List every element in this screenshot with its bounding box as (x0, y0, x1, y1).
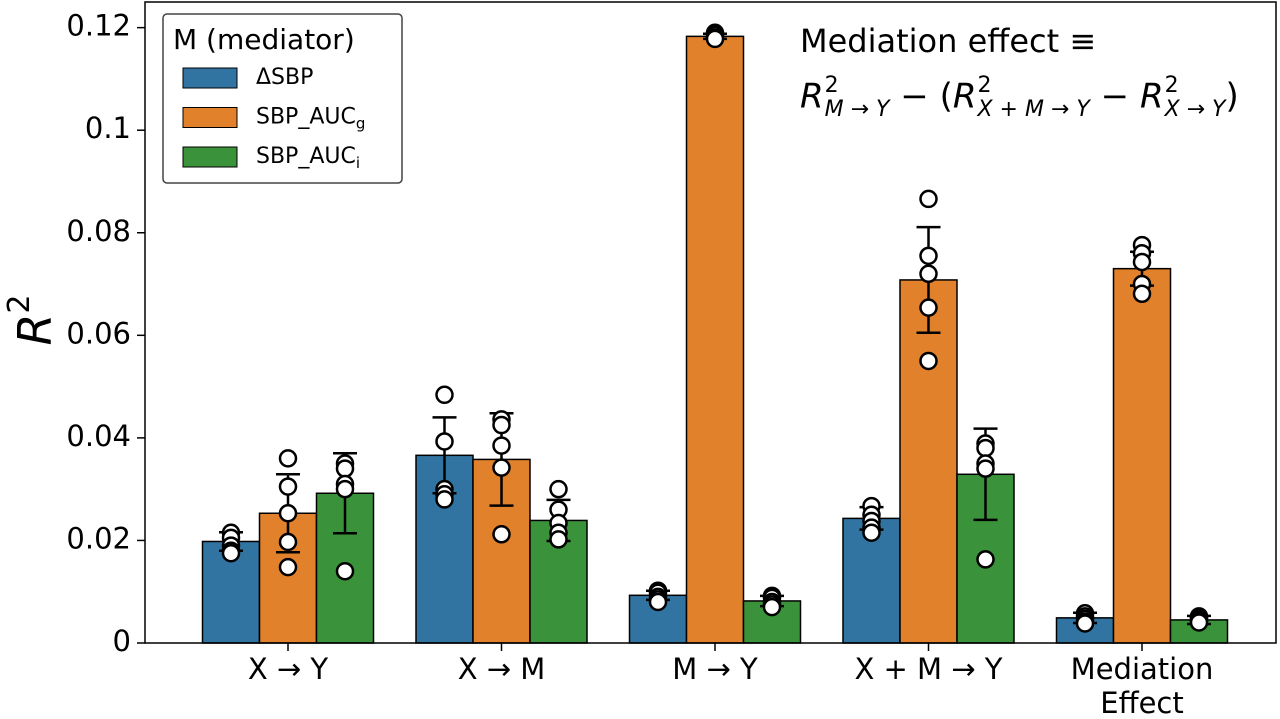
data-point (1189, 613, 1209, 632)
data-point (278, 449, 298, 468)
data-point (976, 550, 995, 569)
legend-swatch (182, 146, 238, 168)
x-tick-label: X + M → Y (854, 652, 1003, 686)
formula-sup: 2 (1164, 73, 1179, 98)
formula-base: R (952, 76, 977, 117)
legend-swatch (182, 67, 238, 89)
data-point (335, 561, 355, 581)
formula-sub: M → Y (824, 97, 890, 122)
legend-name: ΔSBP (256, 65, 313, 90)
data-point (278, 557, 298, 577)
y-tick-label: 0.08 (66, 214, 131, 248)
data-point (762, 597, 782, 617)
data-point (1132, 284, 1152, 304)
y-label-sup: 2 (2, 294, 37, 313)
bar (685, 35, 745, 644)
bar (899, 279, 958, 644)
formula-sup: 2 (977, 73, 992, 98)
legend-label: SBP_AUCi (256, 144, 360, 172)
data-point (1132, 252, 1152, 272)
formula-sub: X + M → Y (977, 97, 1090, 122)
formula-op: − ( (900, 76, 953, 117)
data-point (335, 479, 355, 499)
legend-sub: i (356, 154, 360, 172)
plot-frame (144, 1, 1277, 644)
data-point (492, 525, 511, 544)
data-point (1075, 614, 1095, 633)
data-point (919, 189, 938, 209)
formula-sub: X → Y (1164, 97, 1226, 122)
data-point (549, 530, 568, 549)
data-point (492, 436, 511, 455)
y-tick-label: 0.1 (85, 111, 131, 145)
data-point (492, 415, 511, 435)
data-point (278, 532, 298, 552)
bar (1112, 267, 1172, 644)
data-point (435, 432, 454, 451)
formula-base: R (800, 76, 824, 117)
data-point (278, 504, 298, 523)
formula-base: R (1139, 76, 1164, 117)
legend-name: SBP_AUC (256, 144, 356, 169)
y-tick-label: 0 (113, 624, 131, 658)
data-point (919, 246, 938, 266)
data-point (976, 459, 995, 478)
data-point (648, 592, 668, 612)
data-point (549, 479, 568, 499)
legend-title: M (mediator) (173, 23, 355, 56)
legend-label: SBP_AUCg (256, 105, 365, 133)
legend-label: ΔSBP (256, 65, 313, 90)
data-point (492, 458, 511, 477)
y-tick-label: 0.02 (66, 521, 131, 555)
data-point (221, 544, 241, 563)
y-axis-label: R2 (2, 294, 62, 345)
x-tick-label: Mediation Effect (1070, 652, 1214, 719)
y-label-base: R (8, 314, 62, 346)
x-tick-label: X → M (457, 652, 546, 686)
data-point (976, 438, 995, 458)
legend-name: SBP_AUC (256, 105, 356, 130)
data-point (862, 523, 881, 542)
y-tick-label: 0.04 (66, 419, 131, 453)
x-tick-label: M → Y (672, 652, 758, 686)
legend-sub: g (356, 114, 366, 132)
data-point (278, 477, 298, 496)
data-point (919, 264, 938, 284)
legend-swatch (182, 107, 238, 128)
y-tick-label: 0.06 (66, 316, 131, 350)
formula-op: − (1100, 76, 1130, 117)
data-point (435, 490, 454, 509)
x-tick-label: X → Y (247, 652, 329, 686)
data-point (919, 298, 938, 317)
data-point (705, 29, 725, 49)
formula-op: ) (1225, 76, 1239, 117)
data-point (435, 385, 454, 405)
annotation-text: Mediation effect ≡ (800, 22, 1097, 60)
legend-box (162, 13, 403, 184)
y-tick-label: 0.12 (66, 9, 131, 43)
data-point (335, 459, 355, 478)
data-point (919, 351, 938, 371)
formula-sup: 2 (824, 73, 839, 98)
